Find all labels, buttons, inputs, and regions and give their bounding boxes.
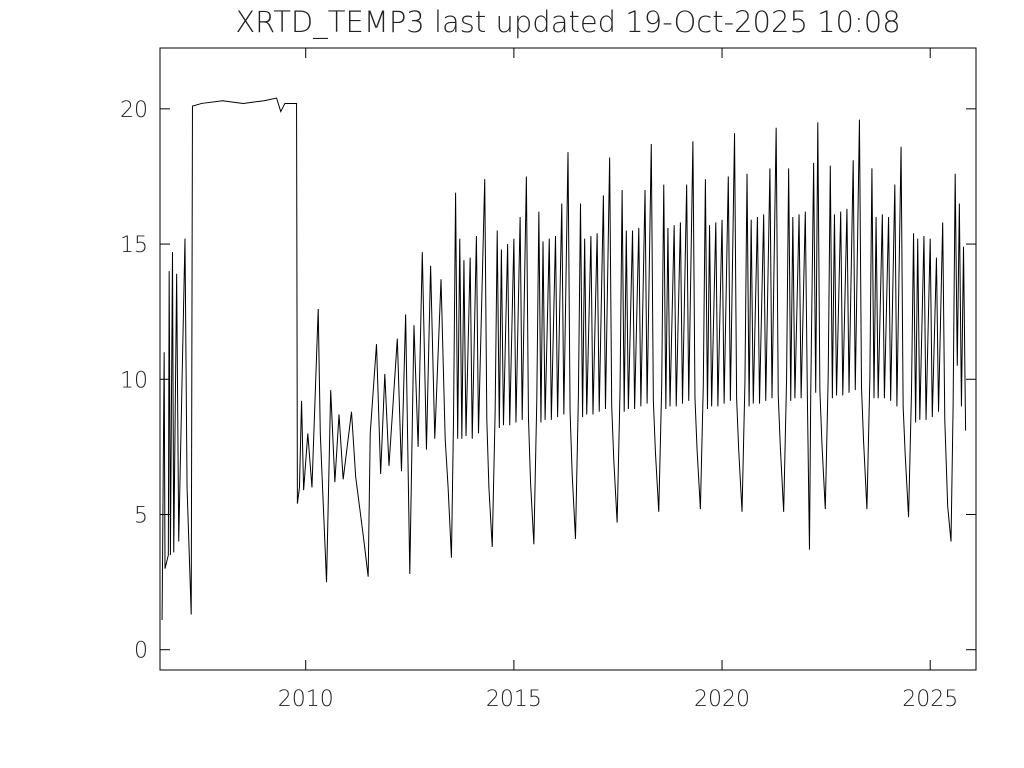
x-tick-label: 2015	[486, 687, 542, 712]
y-tick-label: 15	[120, 233, 148, 258]
y-tick-label: 0	[134, 639, 148, 664]
data-line	[161, 97, 967, 620]
y-tick-label: 20	[120, 98, 148, 123]
x-tick-label: 2010	[278, 687, 334, 712]
y-tick-label: 10	[120, 368, 148, 393]
chart-title: XRTD_TEMP3 last updated 19-Oct-2025 10:0…	[235, 5, 900, 40]
y-tick-label: 5	[134, 504, 148, 529]
x-tick-label: 2020	[694, 687, 750, 712]
plot-frame	[159, 47, 977, 671]
x-tick-label: 2025	[902, 687, 958, 712]
